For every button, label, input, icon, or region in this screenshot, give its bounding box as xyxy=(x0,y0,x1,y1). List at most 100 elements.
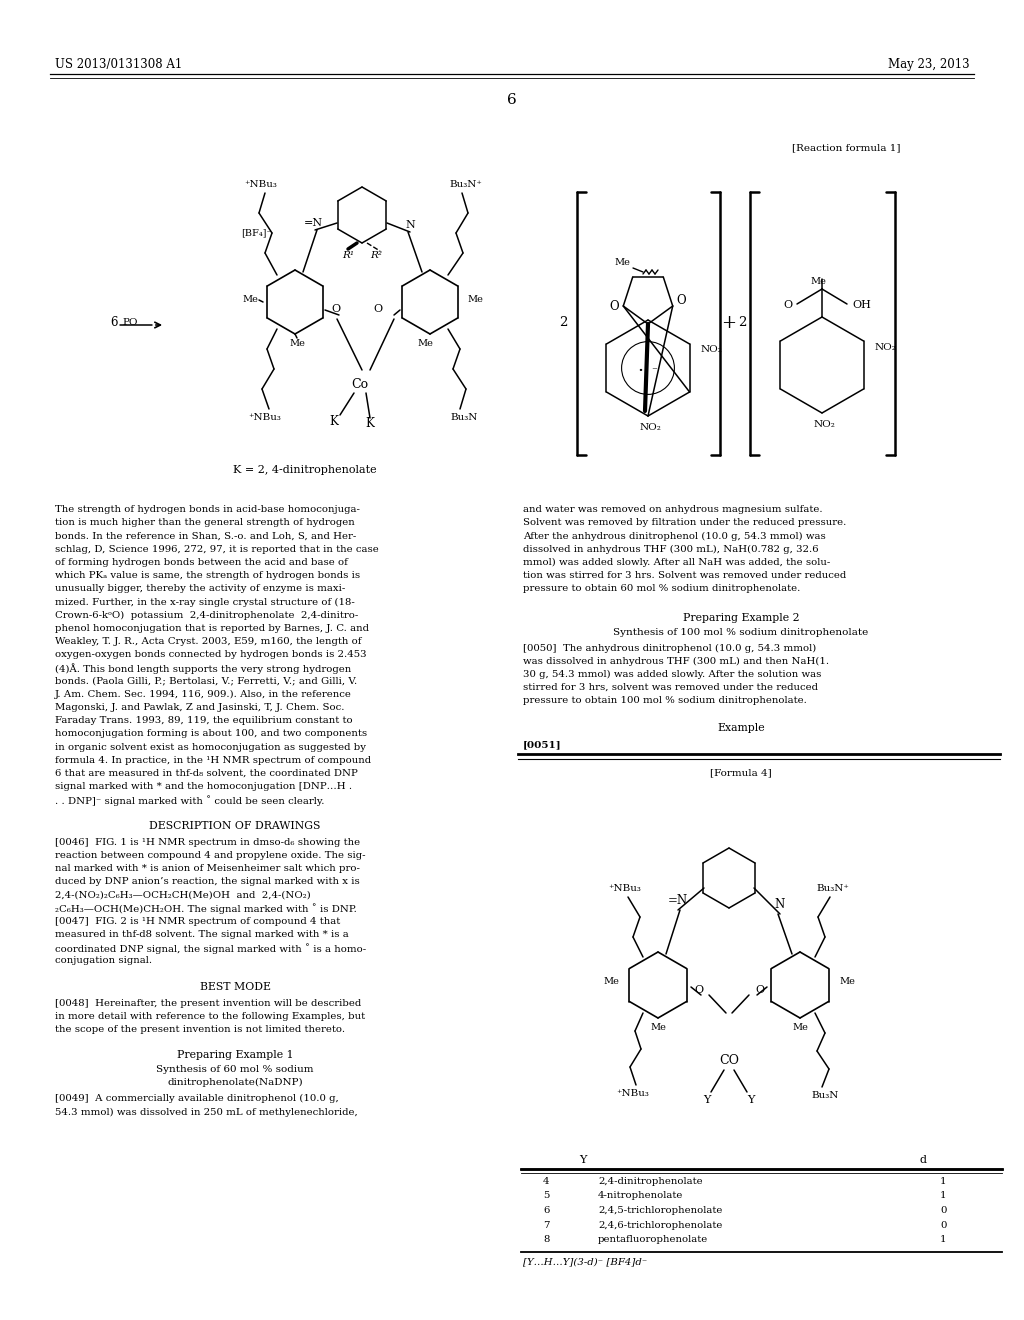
Text: K: K xyxy=(366,417,375,430)
Text: BEST MODE: BEST MODE xyxy=(200,982,270,991)
Text: unusually bigger, thereby the activity of enzyme is maxi-: unusually bigger, thereby the activity o… xyxy=(55,585,345,593)
Text: 6: 6 xyxy=(543,1206,549,1214)
Text: Bu₃N⁺: Bu₃N⁺ xyxy=(816,884,850,894)
Text: Me: Me xyxy=(242,294,258,304)
Text: conjugation signal.: conjugation signal. xyxy=(55,957,153,965)
Text: 2,4,6-trichlorophenolate: 2,4,6-trichlorophenolate xyxy=(598,1221,722,1229)
Text: K = 2, 4-dinitrophenolate: K = 2, 4-dinitrophenolate xyxy=(233,465,377,475)
Text: [0050]  The anhydrous dinitrophenol (10.0 g, 54.3 mmol): [0050] The anhydrous dinitrophenol (10.0… xyxy=(523,643,816,652)
Text: in more detail with reference to the following Examples, but: in more detail with reference to the fol… xyxy=(55,1012,366,1020)
Text: duced by DNP anion’s reaction, the signal marked with x is: duced by DNP anion’s reaction, the signa… xyxy=(55,878,359,886)
Text: . . DNP]⁻ signal marked with ˚ could be seen clearly.: . . DNP]⁻ signal marked with ˚ could be … xyxy=(55,796,325,807)
Text: 2: 2 xyxy=(559,317,567,330)
Text: PO: PO xyxy=(122,318,137,327)
Text: nal marked with * is anion of Meisenheimer salt which pro-: nal marked with * is anion of Meisenheim… xyxy=(55,865,359,873)
Text: 2,4-dinitrophenolate: 2,4-dinitrophenolate xyxy=(598,1177,702,1185)
Text: mmol) was added slowly. After all NaH was added, the solu-: mmol) was added slowly. After all NaH wa… xyxy=(523,558,830,566)
Text: (4)Å. This bond length supports the very strong hydrogen: (4)Å. This bond length supports the very… xyxy=(55,664,351,675)
Text: O: O xyxy=(755,985,764,995)
Text: NO₂: NO₂ xyxy=(639,422,660,432)
Text: 0: 0 xyxy=(940,1206,946,1214)
Text: which PKₐ value is same, the strength of hydrogen bonds is: which PKₐ value is same, the strength of… xyxy=(55,572,360,579)
Text: N: N xyxy=(775,898,785,911)
Text: 6: 6 xyxy=(111,315,118,329)
Text: Bu₃N: Bu₃N xyxy=(811,1092,839,1100)
Text: OH: OH xyxy=(852,300,870,310)
Text: O: O xyxy=(373,304,382,314)
Text: bonds. (Paola Gilli, P.; Bertolasi, V.; Ferretti, V.; and Gilli, V.: bonds. (Paola Gilli, P.; Bertolasi, V.; … xyxy=(55,677,357,685)
Text: 4: 4 xyxy=(543,1177,550,1185)
Text: formula 4. In practice, in the ¹H NMR spectrum of compound: formula 4. In practice, in the ¹H NMR sp… xyxy=(55,756,371,764)
Text: [0049]  A commercially available dinitrophenol (10.0 g,: [0049] A commercially available dinitrop… xyxy=(55,1094,339,1104)
Text: mized. Further, in the x-ray single crystal structure of (18-: mized. Further, in the x-ray single crys… xyxy=(55,598,354,606)
Text: [0046]  FIG. 1 is ¹H NMR spectrum in dmso-d₆ showing the: [0046] FIG. 1 is ¹H NMR spectrum in dmso… xyxy=(55,838,360,846)
Text: Bu₃N: Bu₃N xyxy=(451,413,477,422)
Text: measured in thf-d8 solvent. The signal marked with * is a: measured in thf-d8 solvent. The signal m… xyxy=(55,931,349,939)
Text: 2: 2 xyxy=(738,317,746,330)
Text: of forming hydrogen bonds between the acid and base of: of forming hydrogen bonds between the ac… xyxy=(55,558,348,566)
Text: Synthesis of 60 mol % sodium: Synthesis of 60 mol % sodium xyxy=(157,1065,313,1074)
Text: [0047]  FIG. 2 is ¹H NMR spectrum of compound 4 that: [0047] FIG. 2 is ¹H NMR spectrum of comp… xyxy=(55,917,340,925)
Text: 30 g, 54.3 mmol) was added slowly. After the solution was: 30 g, 54.3 mmol) was added slowly. After… xyxy=(523,669,821,678)
Text: 8: 8 xyxy=(543,1236,549,1243)
Text: Co: Co xyxy=(351,379,369,392)
Text: the scope of the present invention is not limited thereto.: the scope of the present invention is no… xyxy=(55,1026,345,1034)
Text: May 23, 2013: May 23, 2013 xyxy=(889,58,970,71)
Text: homoconjugation forming is about 100, and two components: homoconjugation forming is about 100, an… xyxy=(55,730,368,738)
Text: Me: Me xyxy=(839,977,855,986)
Text: +: + xyxy=(722,314,736,333)
Text: CO: CO xyxy=(719,1053,739,1067)
Text: Me: Me xyxy=(650,1023,666,1032)
Text: NO₂: NO₂ xyxy=(701,346,723,355)
Text: O: O xyxy=(331,304,340,314)
Text: Preparing Example 1: Preparing Example 1 xyxy=(177,1051,293,1060)
Text: O: O xyxy=(676,294,686,308)
Text: 2,4-(NO₂)₂C₆H₃—OCH₂CH(Me)OH  and  2,4-(NO₂): 2,4-(NO₂)₂C₆H₃—OCH₂CH(Me)OH and 2,4-(NO₂… xyxy=(55,891,310,899)
Text: Me: Me xyxy=(810,277,826,286)
Text: 1: 1 xyxy=(940,1192,946,1200)
Text: reaction between compound 4 and propylene oxide. The sig-: reaction between compound 4 and propylen… xyxy=(55,851,366,859)
Text: Me: Me xyxy=(603,977,618,986)
Text: [0048]  Hereinafter, the present invention will be described: [0048] Hereinafter, the present inventio… xyxy=(55,999,361,1007)
Text: ⁺NBu₃: ⁺NBu₃ xyxy=(249,413,282,422)
Text: phenol homoconjugation that is reported by Barnes, J. C. and: phenol homoconjugation that is reported … xyxy=(55,624,369,632)
Text: 1: 1 xyxy=(940,1236,946,1243)
Text: 4-nitrophenolate: 4-nitrophenolate xyxy=(598,1192,683,1200)
Text: Solvent was removed by filtration under the reduced pressure.: Solvent was removed by filtration under … xyxy=(523,519,847,527)
Text: [Y…H…Y](3-d)⁻ [BF4]d⁻: [Y…H…Y](3-d)⁻ [BF4]d⁻ xyxy=(523,1258,647,1266)
Text: Me: Me xyxy=(467,294,483,304)
Text: Me: Me xyxy=(792,1023,808,1032)
Text: tion was stirred for 3 hrs. Solvent was removed under reduced: tion was stirred for 3 hrs. Solvent was … xyxy=(523,572,846,579)
Text: DESCRIPTION OF DRAWINGS: DESCRIPTION OF DRAWINGS xyxy=(150,821,321,830)
Text: Y: Y xyxy=(580,1155,587,1166)
Text: ⁻: ⁻ xyxy=(651,366,656,376)
Text: [0051]: [0051] xyxy=(523,741,561,750)
Text: pressure to obtain 100 mol % sodium dinitrophenolate.: pressure to obtain 100 mol % sodium dini… xyxy=(523,696,807,705)
Text: Me: Me xyxy=(289,339,305,348)
Text: =N: =N xyxy=(303,218,323,228)
Text: NO₂: NO₂ xyxy=(874,342,897,351)
Text: Example: Example xyxy=(717,723,765,734)
Text: Bu₃N⁺: Bu₃N⁺ xyxy=(450,180,482,189)
Text: =N: =N xyxy=(668,894,688,907)
Text: J. Am. Chem. Sec. 1994, 116, 909.). Also, in the reference: J. Am. Chem. Sec. 1994, 116, 909.). Also… xyxy=(55,690,352,698)
Text: Me: Me xyxy=(417,339,433,348)
Text: Y: Y xyxy=(748,1096,755,1105)
Text: 54.3 mmol) was dissolved in 250 mL of methylenechloride,: 54.3 mmol) was dissolved in 250 mL of me… xyxy=(55,1107,357,1117)
Text: [Reaction formula 1]: [Reaction formula 1] xyxy=(792,143,900,152)
Text: ₂C₆H₃—OCH(Me)CH₂OH. The signal marked with ˚ is DNP.: ₂C₆H₃—OCH(Me)CH₂OH. The signal marked wi… xyxy=(55,904,357,915)
Text: The strength of hydrogen bonds in acid-base homoconjuga-: The strength of hydrogen bonds in acid-b… xyxy=(55,506,359,513)
Text: signal marked with * and the homoconjugation [DNP…H .: signal marked with * and the homoconjuga… xyxy=(55,783,352,791)
Text: NO₂: NO₂ xyxy=(813,420,835,429)
Text: 7: 7 xyxy=(543,1221,550,1229)
Text: R²: R² xyxy=(370,251,382,260)
Text: stirred for 3 hrs, solvent was removed under the reduced: stirred for 3 hrs, solvent was removed u… xyxy=(523,682,818,692)
Text: tion is much higher than the general strength of hydrogen: tion is much higher than the general str… xyxy=(55,519,354,527)
Text: [Formula 4]: [Formula 4] xyxy=(710,768,772,777)
Text: [BF₄]⁻: [BF₄]⁻ xyxy=(242,228,272,238)
Text: Faraday Trans. 1993, 89, 119, the equilibrium constant to: Faraday Trans. 1993, 89, 119, the equili… xyxy=(55,717,352,725)
Text: dinitrophenolate(NaDNP): dinitrophenolate(NaDNP) xyxy=(167,1078,303,1088)
Text: pentafluorophenolate: pentafluorophenolate xyxy=(598,1236,709,1243)
Text: Synthesis of 100 mol % sodium dinitrophenolate: Synthesis of 100 mol % sodium dinitrophe… xyxy=(613,628,868,638)
Text: 6 that are measured in thf-d₈ solvent, the coordinated DNP: 6 that are measured in thf-d₈ solvent, t… xyxy=(55,770,357,777)
